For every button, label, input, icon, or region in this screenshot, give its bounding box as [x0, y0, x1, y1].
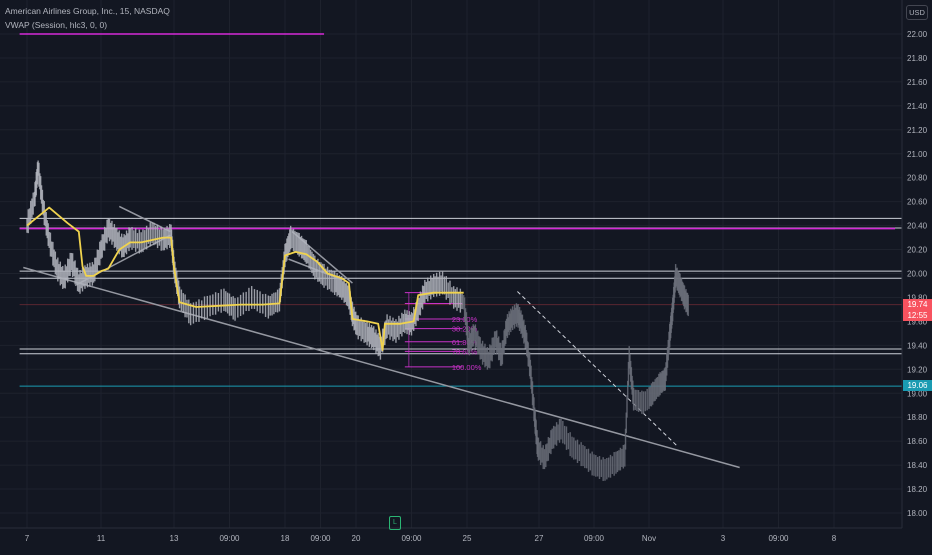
tv-logo-icon[interactable]: L [389, 516, 401, 530]
fib-level-label: 100.00% [452, 363, 482, 372]
y-tick-label: 18.80 [907, 413, 928, 422]
x-tick-label: 09:00 [401, 534, 422, 543]
y-tick-label: 20.80 [907, 174, 928, 183]
y-tick-label: 20.20 [907, 246, 928, 255]
x-tick-label: 09:00 [310, 534, 331, 543]
x-tick-label: 20 [352, 534, 361, 543]
horizontal-levels [19, 33, 902, 387]
series-layer [26, 160, 689, 481]
y-tick-label: 18.60 [907, 437, 928, 446]
trendline [23, 266, 740, 469]
y-tick-label: 21.80 [907, 54, 928, 63]
chart-grid [0, 0, 902, 528]
price-tag-value: 19.06 [907, 381, 928, 391]
x-tick-label: 27 [535, 534, 544, 543]
dashed-projection-line [517, 291, 678, 447]
y-tick-label: 18.40 [907, 461, 928, 470]
y-tick-label: 19.40 [907, 341, 928, 350]
y-tick-label: 19.20 [907, 365, 928, 374]
x-tick-label: 8 [832, 534, 837, 543]
price-tag-countdown: 12:55 [907, 310, 928, 320]
x-tick-label: 18 [281, 534, 290, 543]
y-tick-label: 21.20 [907, 126, 928, 135]
fib-level-label: 38.20% [452, 325, 478, 334]
x-tick-label: 09:00 [219, 534, 240, 543]
price-tag: 19.74 12:55 [903, 298, 932, 321]
y-tick-label: 22.00 [907, 30, 928, 39]
y-tick-label: 18.00 [907, 509, 928, 518]
y-tick-label: 21.00 [907, 150, 928, 159]
fib-level-label: 78.60% [452, 347, 478, 356]
x-tick-label: Nov [642, 534, 656, 543]
y-tick-label: 21.60 [907, 78, 928, 87]
x-tick-label: 09:00 [768, 534, 789, 543]
y-tick-label: 19.60 [907, 317, 928, 326]
y-tick-label: 21.40 [907, 102, 928, 111]
vwap-line [26, 206, 464, 352]
y-tick-label: 20.60 [907, 198, 928, 207]
chart-axes: 22.00 21.80 21.60 21.40 21.20 21.00 20.80 20.60… [0, 0, 928, 543]
x-tick-label: 09:00 [584, 534, 605, 543]
fib-level-label: 61.80% [452, 338, 478, 347]
symbol-title: American Airlines Group, Inc., 15, NASDA… [5, 6, 170, 16]
y-tick-label: 20.00 [907, 270, 928, 279]
currency-badge[interactable]: USD [906, 5, 928, 20]
price-tag-value: 19.74 [907, 299, 928, 309]
price-tag: 19.06 [903, 380, 932, 392]
x-tick-label: 7 [25, 534, 30, 543]
y-tick-label: 19.80 [907, 293, 928, 302]
y-tick-label: 18.20 [907, 485, 928, 494]
x-tick-label: 25 [463, 534, 472, 543]
x-tick-label: 11 [97, 534, 106, 543]
y-tick-label: 20.40 [907, 222, 928, 231]
y-tick-label: 19.00 [907, 389, 928, 398]
x-tick-label: 3 [721, 534, 726, 543]
vwap-indicator-label[interactable]: VWAP (Session, hlc3, 0, 0) [5, 20, 108, 30]
x-tick-label: 13 [170, 534, 179, 543]
